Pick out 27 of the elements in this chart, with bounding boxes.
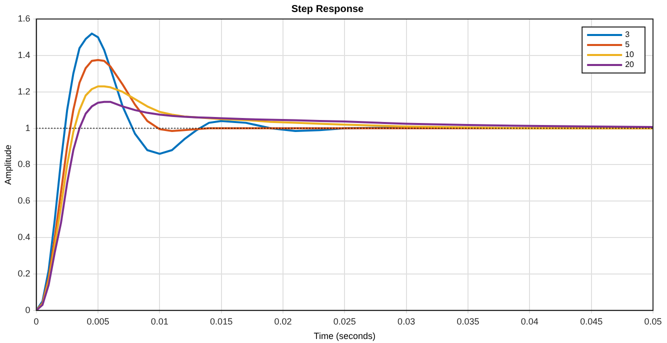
legend-label: 20 (625, 60, 635, 70)
y-axis-title: Amplitude (2, 144, 13, 185)
x-tick-label: 0.03 (398, 316, 416, 326)
y-tick-label: 0 (25, 304, 30, 315)
x-tick-label: 0.01 (150, 316, 168, 326)
x-tick-label: 0.02 (274, 316, 292, 326)
legend-label: 10 (625, 50, 635, 60)
x-tick-label: 0.005 (86, 316, 110, 326)
x-tick-label: 0.025 (333, 316, 356, 326)
x-tick-label: 0.05 (644, 316, 662, 326)
x-axis-title: Time (seconds) (314, 331, 376, 342)
chart-title: Step Response (291, 4, 364, 15)
y-tick-label: 1.6 (18, 13, 30, 24)
x-tick-label: 0.04 (520, 316, 538, 326)
legend-label: 5 (625, 40, 630, 50)
y-tick-label: 0.6 (18, 196, 30, 206)
x-tick-label: 0.035 (456, 316, 480, 326)
y-tick-label: 1 (25, 122, 30, 133)
x-tick-label: 0 (34, 316, 39, 326)
y-tick-label: 1.4 (18, 50, 30, 60)
x-tick-label: 0.045 (580, 316, 603, 326)
x-tick-label: 0.015 (210, 316, 233, 326)
y-tick-label: 0.4 (18, 232, 30, 242)
legend-label: 3 (625, 30, 630, 40)
y-tick-label: 1.2 (18, 86, 30, 96)
y-tick-label: 0.2 (18, 268, 30, 278)
y-tick-label: 0.8 (18, 159, 30, 170)
